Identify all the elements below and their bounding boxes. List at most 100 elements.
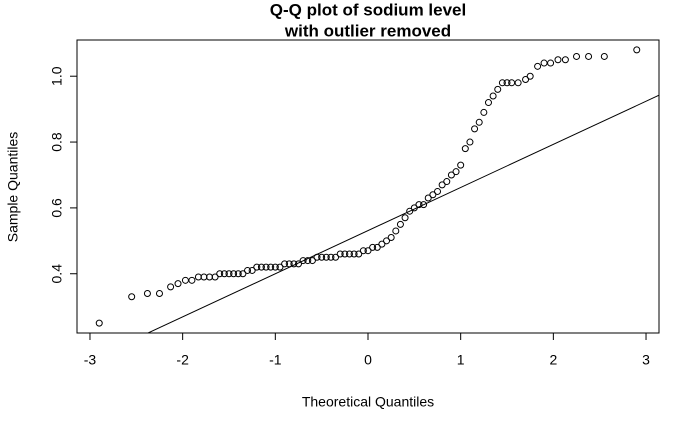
- point: [341, 250, 349, 258]
- point: [554, 56, 562, 64]
- point: [276, 263, 284, 271]
- y-tick-label: 0.8: [49, 132, 65, 152]
- point: [294, 260, 302, 268]
- point: [466, 138, 474, 146]
- point: [452, 168, 460, 176]
- y-axis-label: Sample Quantiles: [5, 132, 21, 243]
- x-tick-label: -2: [176, 352, 189, 368]
- point: [600, 52, 608, 60]
- point: [540, 59, 548, 67]
- plot-area: [95, 46, 659, 333]
- point: [484, 99, 492, 107]
- point: [225, 270, 233, 278]
- point: [239, 270, 247, 278]
- point: [128, 293, 136, 301]
- point: [475, 118, 483, 126]
- point: [392, 227, 400, 235]
- point: [434, 187, 442, 195]
- point: [257, 263, 265, 271]
- y-tick-label: 0.6: [49, 198, 65, 218]
- reference-line: [146, 94, 659, 333]
- point: [318, 253, 326, 261]
- y-tick-label: 0.4: [49, 264, 65, 284]
- point: [211, 273, 219, 281]
- point: [262, 263, 270, 271]
- chart-title: with outlier removed: [284, 21, 451, 40]
- point: [480, 108, 488, 116]
- point: [633, 46, 641, 54]
- point: [359, 247, 367, 255]
- point: [401, 214, 409, 222]
- point: [244, 266, 252, 274]
- point: [281, 260, 289, 268]
- plot-frame: [76, 39, 660, 334]
- point: [355, 250, 363, 258]
- point: [471, 125, 479, 133]
- x-tick-label: -1: [269, 352, 282, 368]
- point: [420, 201, 428, 209]
- point: [526, 72, 534, 80]
- point: [345, 250, 353, 258]
- point: [424, 194, 432, 202]
- x-tick-label: -3: [84, 352, 97, 368]
- point: [188, 276, 196, 284]
- point: [547, 59, 555, 67]
- point: [220, 270, 228, 278]
- point: [503, 79, 511, 87]
- point: [248, 266, 256, 274]
- x-tick-label: 1: [457, 352, 465, 368]
- point: [410, 204, 418, 212]
- point: [457, 161, 465, 169]
- point: [373, 243, 381, 251]
- point: [561, 56, 569, 64]
- point: [443, 178, 451, 186]
- x-tick-label: 3: [642, 352, 650, 368]
- point: [234, 270, 242, 278]
- point: [461, 145, 469, 153]
- point: [95, 319, 103, 327]
- y-tick-label: 1.0: [49, 66, 65, 86]
- point: [308, 257, 316, 265]
- point: [290, 260, 298, 268]
- point: [498, 79, 506, 87]
- point: [253, 263, 261, 271]
- point: [494, 85, 502, 93]
- point: [585, 52, 593, 60]
- point: [167, 283, 175, 291]
- point: [327, 253, 335, 261]
- point: [285, 260, 293, 268]
- point: [489, 92, 497, 100]
- point: [230, 270, 238, 278]
- point: [313, 253, 321, 261]
- point: [447, 171, 455, 179]
- point: [181, 276, 189, 284]
- point: [174, 280, 182, 288]
- point: [216, 270, 224, 278]
- x-tick-label: 2: [549, 352, 557, 368]
- point: [396, 220, 404, 228]
- point: [522, 76, 530, 84]
- point: [387, 234, 395, 242]
- x-axis-label: Theoretical Quantiles: [302, 394, 434, 410]
- point: [573, 52, 581, 60]
- point: [267, 263, 275, 271]
- point: [299, 257, 307, 265]
- point: [378, 240, 386, 248]
- point: [514, 79, 522, 87]
- point: [534, 62, 542, 70]
- point: [364, 247, 372, 255]
- point: [322, 253, 330, 261]
- point: [336, 250, 344, 258]
- point: [332, 253, 340, 261]
- point: [429, 191, 437, 199]
- point: [383, 237, 391, 245]
- point: [155, 289, 163, 297]
- point: [438, 181, 446, 189]
- point: [415, 201, 423, 209]
- point: [350, 250, 358, 258]
- point: [143, 289, 151, 297]
- point: [271, 263, 279, 271]
- point: [369, 243, 377, 251]
- x-tick-label: 0: [364, 352, 372, 368]
